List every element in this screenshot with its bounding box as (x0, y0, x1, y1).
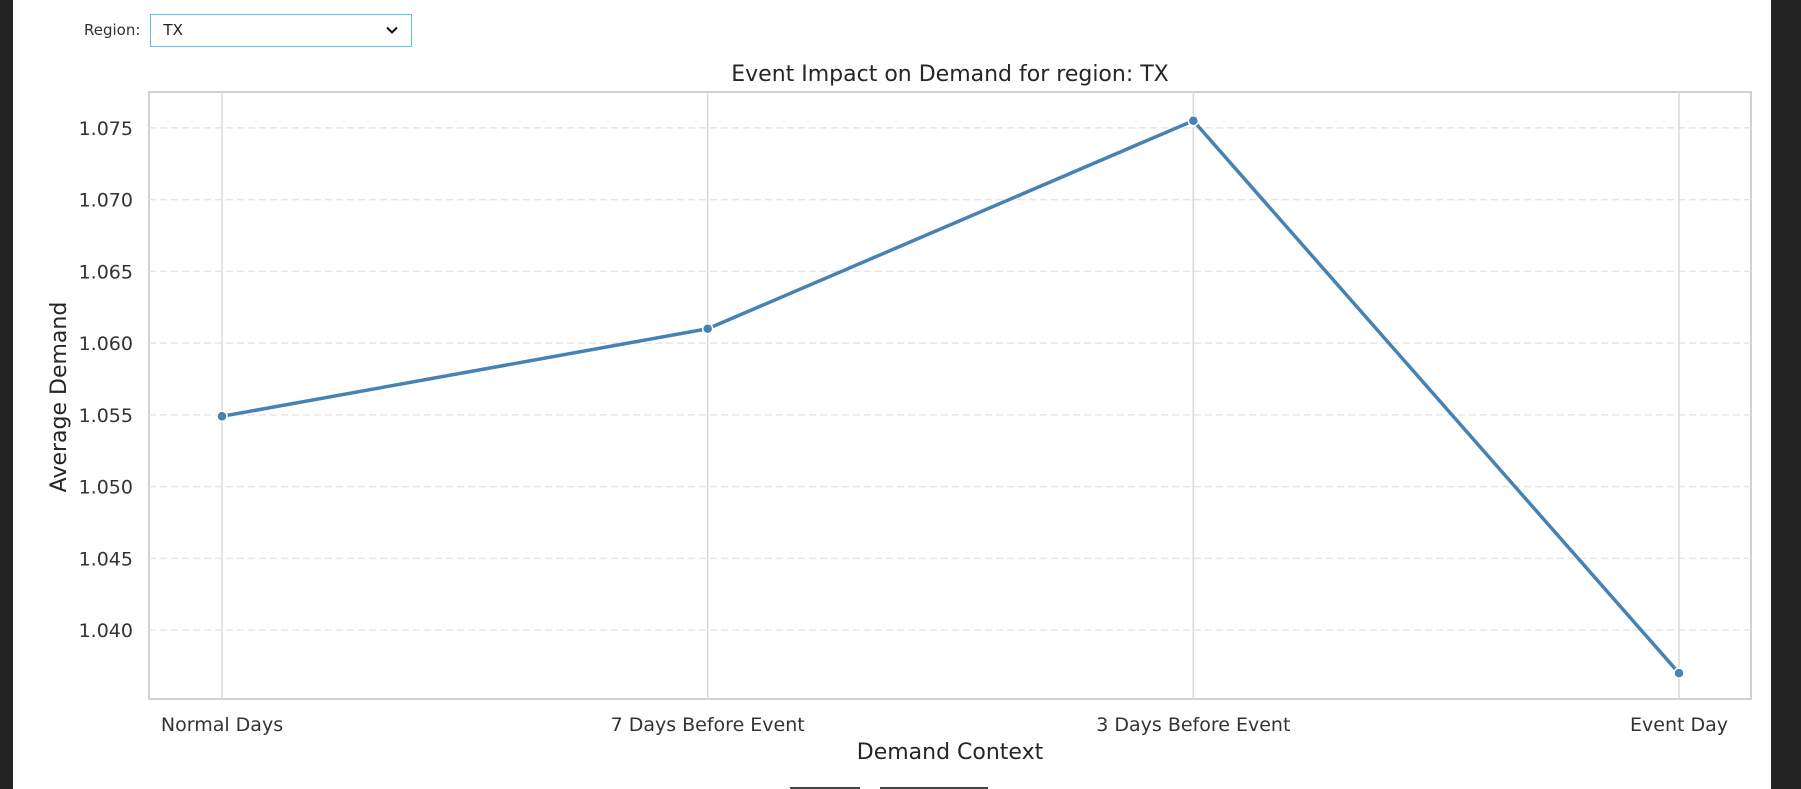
data-point (701, 323, 714, 335)
y-tick-label: 1.070 (79, 190, 133, 212)
y-tick-label: 1.075 (79, 118, 133, 140)
x-tick-label: Normal Days (161, 714, 283, 736)
x-tick-label: 7 Days Before Event (611, 714, 805, 736)
y-tick-label: 1.050 (79, 477, 133, 499)
plot-frame (148, 91, 1752, 700)
window-right-edge (1771, 0, 1801, 789)
region-selected-value: TX (163, 21, 183, 39)
data-point (1673, 667, 1685, 679)
y-tick-label: 1.055 (79, 405, 133, 427)
x-tick-label: Event Day (1630, 714, 1728, 736)
y-tick-label: 1.060 (79, 333, 133, 355)
footer-control-stub (880, 787, 988, 789)
x-tick-label: 3 Days Before Event (1096, 714, 1290, 736)
y-axis-label: Average Demand (47, 302, 72, 493)
window-left-edge (0, 0, 13, 789)
series-line (221, 118, 1681, 675)
chevron-down-icon (386, 26, 399, 34)
y-tick-label: 1.040 (79, 620, 133, 642)
y-tick-label: 1.045 (79, 548, 133, 570)
footer-control-stub (790, 787, 860, 789)
x-axis-label: Demand Context (857, 740, 1044, 765)
y-tick-label: 1.065 (79, 261, 133, 283)
region-select[interactable]: TX (150, 13, 413, 47)
data-point (216, 410, 228, 423)
region-label: Region: (84, 21, 141, 39)
data-point (1187, 114, 1200, 127)
region-filter: Region: TX (84, 12, 413, 48)
chart-title: Event Impact on Demand for region: TX (731, 62, 1169, 87)
